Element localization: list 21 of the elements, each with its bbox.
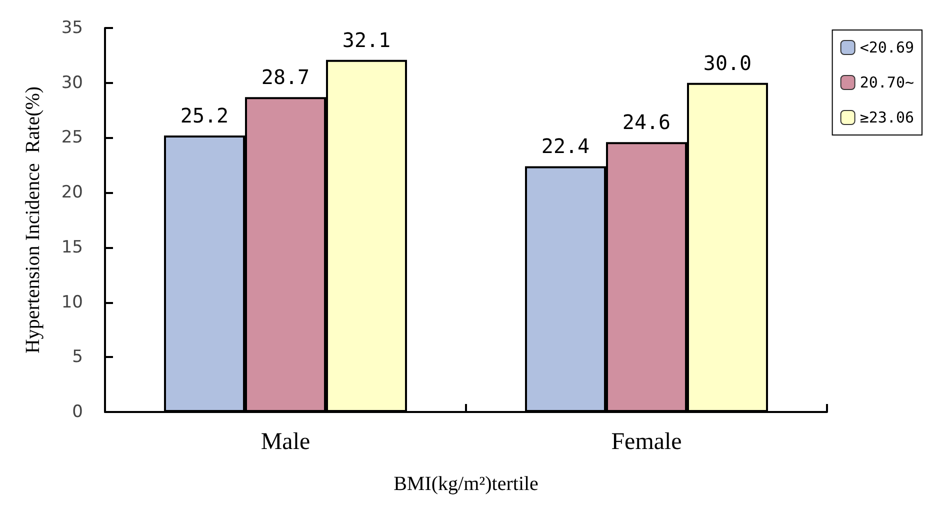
legend-label: ≥23.06 <box>860 108 914 126</box>
text: 32.1 <box>342 28 391 52</box>
text: 24.6 <box>622 110 671 134</box>
legend-label: 20.70~ <box>860 74 914 92</box>
x-tick-label: Male <box>260 429 310 455</box>
text: 30.0 <box>703 50 752 75</box>
y-tick-label: 15 <box>61 237 83 258</box>
legend-label: <20.69 <box>860 38 914 56</box>
y-tick-label: 35 <box>61 18 83 38</box>
text: 28.7 <box>261 65 310 90</box>
y-tick-label: 5 <box>72 347 83 368</box>
text: 25.2 <box>180 104 229 128</box>
y-tick-label: 10 <box>61 292 83 312</box>
y-axis-title: Hypertension Incidence Rate(%) <box>22 86 44 354</box>
x-axis-title: BMI(kg/m²)tertile <box>394 473 539 495</box>
text: 22.4 <box>541 134 590 158</box>
y-tick-label: 25 <box>61 128 83 148</box>
x-tick-label: Female <box>611 429 682 455</box>
y-tick-label: 30 <box>61 72 83 93</box>
y-tick-label: 20 <box>61 182 83 203</box>
y-tick-label: 0 <box>72 402 83 422</box>
